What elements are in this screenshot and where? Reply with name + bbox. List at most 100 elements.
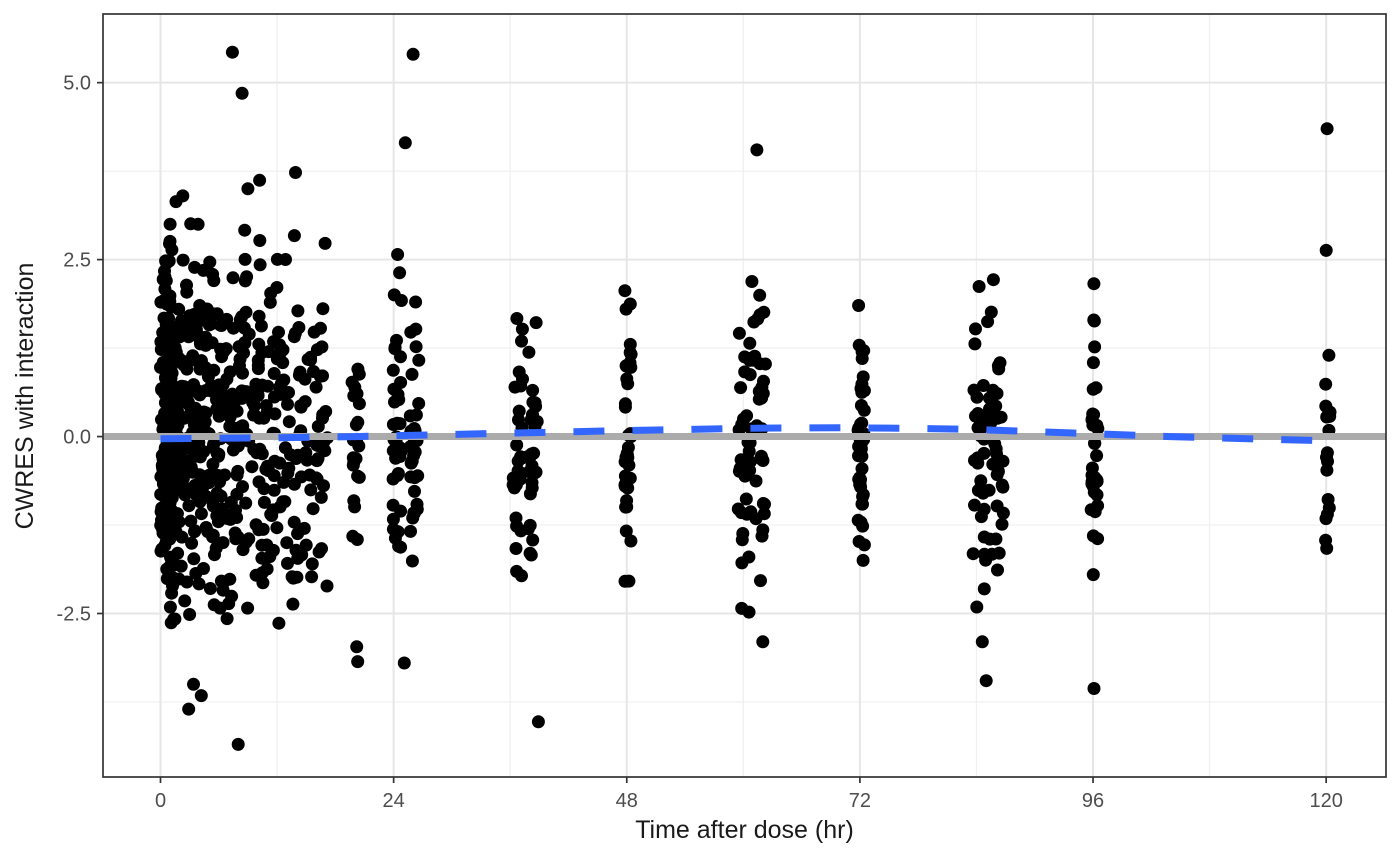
data-point <box>173 330 186 344</box>
data-point <box>267 483 281 497</box>
data-point <box>292 321 306 334</box>
data-point <box>524 449 538 463</box>
data-point <box>972 280 986 293</box>
data-point <box>1090 488 1104 502</box>
data-point-outlier <box>169 195 183 209</box>
data-point <box>214 319 228 332</box>
data-point <box>155 542 169 556</box>
data-point <box>230 511 244 524</box>
data-point <box>991 465 1005 478</box>
data-point <box>187 378 201 392</box>
data-point <box>854 399 868 412</box>
data-point <box>751 312 765 326</box>
data-point <box>404 470 418 484</box>
data-point <box>214 489 228 503</box>
data-point <box>155 383 169 397</box>
data-point <box>220 511 234 525</box>
data-point <box>748 349 762 363</box>
data-point-outlier <box>182 702 196 716</box>
data-point <box>295 548 309 562</box>
data-point-outlier <box>231 737 245 751</box>
data-point <box>294 399 308 413</box>
data-point <box>523 546 537 560</box>
data-point <box>223 365 237 379</box>
data-point <box>182 499 196 513</box>
data-point <box>265 509 279 522</box>
data-point <box>412 353 426 367</box>
data-point <box>213 475 227 489</box>
data-point <box>255 447 269 461</box>
data-point <box>304 483 318 497</box>
data-point <box>279 253 292 266</box>
data-point <box>392 393 406 407</box>
data-point <box>1086 356 1100 370</box>
data-point <box>287 515 301 529</box>
data-point <box>409 340 423 354</box>
data-point <box>216 583 230 597</box>
data-point <box>163 234 177 248</box>
data-point <box>267 335 281 349</box>
data-point <box>192 577 206 591</box>
data-point <box>178 594 192 608</box>
data-point-outlier <box>406 47 420 61</box>
data-point <box>255 378 269 392</box>
data-point <box>995 517 1009 531</box>
data-point <box>620 359 633 373</box>
data-point <box>1088 436 1101 450</box>
data-point <box>309 380 323 394</box>
data-point <box>170 507 184 521</box>
data-point <box>622 574 636 588</box>
data-point <box>220 612 234 626</box>
data-point <box>251 353 265 367</box>
data-point <box>743 336 757 350</box>
data-point <box>529 316 543 330</box>
data-point <box>240 270 254 284</box>
data-point <box>347 494 361 508</box>
data-point <box>620 494 634 508</box>
data-point <box>252 475 266 489</box>
data-point-outlier <box>235 86 249 100</box>
data-point <box>996 506 1010 520</box>
data-point <box>971 483 985 497</box>
data-point <box>522 345 536 359</box>
panel-background <box>103 14 1386 777</box>
data-point <box>230 468 244 482</box>
data-point <box>172 302 186 316</box>
data-point <box>163 600 177 614</box>
data-point <box>968 337 982 351</box>
x-tick-label: 72 <box>849 790 871 812</box>
data-point <box>387 382 401 396</box>
x-tick-label: 96 <box>1082 790 1104 812</box>
data-point <box>309 471 323 485</box>
data-point <box>526 383 540 397</box>
data-point <box>254 319 268 333</box>
data-point <box>618 284 632 298</box>
data-point <box>318 236 332 250</box>
data-point <box>183 608 197 621</box>
data-point-outlier <box>1320 122 1334 136</box>
y-tick-label: 2.5 <box>63 250 91 272</box>
data-point <box>270 352 284 366</box>
data-point <box>287 229 301 243</box>
data-point-outlier <box>1087 682 1101 695</box>
data-point <box>996 480 1010 494</box>
data-point <box>203 582 217 595</box>
data-point <box>1086 568 1100 582</box>
data-point <box>238 223 252 237</box>
data-point <box>1090 449 1104 463</box>
data-point <box>159 274 173 288</box>
data-point <box>405 367 419 381</box>
data-point <box>526 533 540 547</box>
data-point <box>525 481 539 495</box>
data-point <box>623 337 637 351</box>
data-point <box>184 217 198 231</box>
data-point <box>390 333 403 347</box>
data-point <box>205 336 219 350</box>
data-point <box>206 441 220 455</box>
data-point <box>193 388 207 402</box>
data-point <box>253 234 267 247</box>
data-point <box>310 343 324 357</box>
data-point-outlier <box>398 136 412 150</box>
data-point <box>236 366 249 380</box>
